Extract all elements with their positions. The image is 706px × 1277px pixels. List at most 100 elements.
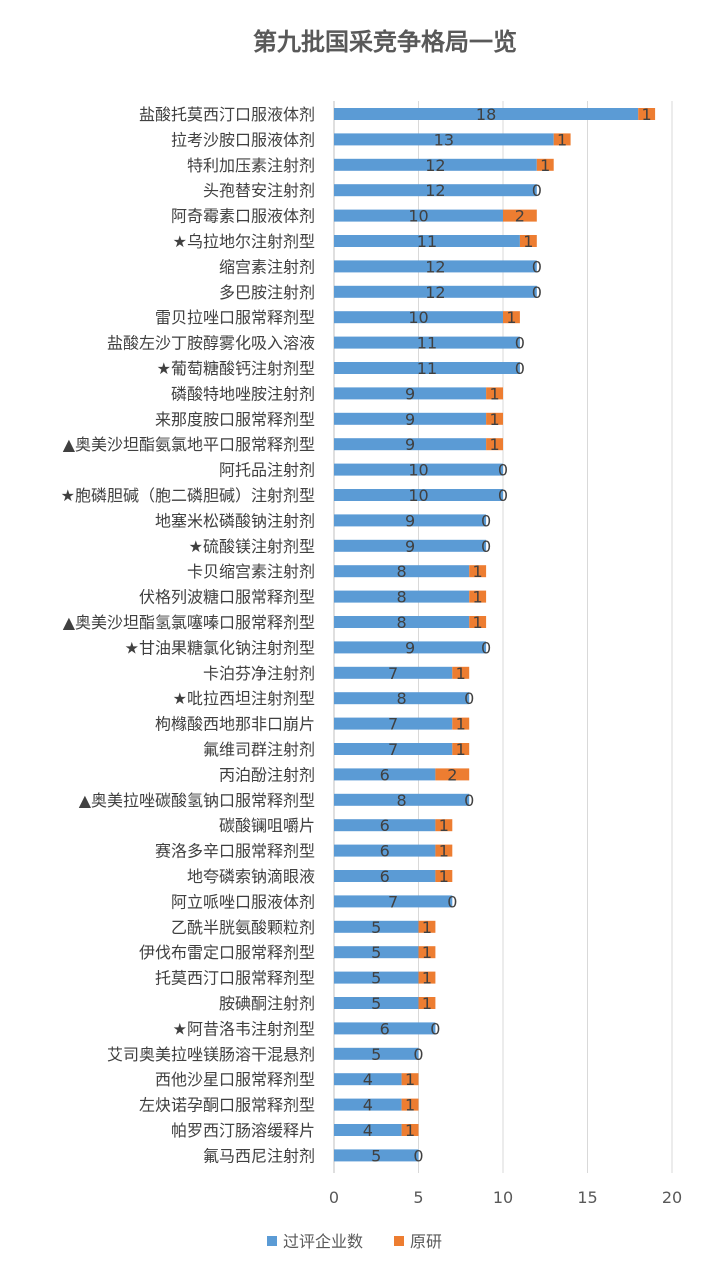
legend: 过评企业数 原研 bbox=[267, 1232, 442, 1251]
data-label-approved: 6 bbox=[380, 816, 390, 835]
data-label-approved: 5 bbox=[371, 918, 381, 937]
category-label: 缩宫素注射剂 bbox=[219, 257, 315, 276]
data-label-original: 1 bbox=[456, 740, 466, 759]
data-label-original: 0 bbox=[464, 689, 474, 708]
bar-segment-original bbox=[401, 1073, 419, 1086]
bar-segment-approved bbox=[334, 743, 453, 755]
category-label: 阿奇霉素口服液体剂 bbox=[171, 207, 315, 226]
category-label: 雷贝拉唑口服常释剂型 bbox=[155, 308, 315, 327]
category-label: ★葡萄糖酸钙注射剂型 bbox=[157, 359, 315, 378]
bar-segment-approved bbox=[334, 235, 520, 247]
data-label-original: 0 bbox=[447, 892, 457, 911]
bar-segment-approved bbox=[334, 209, 503, 222]
x-tick-label: 20 bbox=[662, 1188, 682, 1207]
category-label: 枸橼酸西地那非口崩片 bbox=[155, 715, 315, 734]
bar-segment-approved bbox=[334, 565, 470, 578]
data-label-original: 1 bbox=[489, 410, 499, 429]
data-label-original: 2 bbox=[515, 207, 525, 226]
grid-lines bbox=[333, 101, 673, 1173]
category-label: 卡贝缩宫素注射剂 bbox=[187, 562, 315, 581]
category-label: 氟维司群注射剂 bbox=[203, 740, 315, 759]
category-labels: 盐酸托莫西汀口服液体剂拉考沙胺口服液体剂特利加压素注射剂头孢替安注射剂阿奇霉素口… bbox=[61, 105, 315, 1165]
bar-segment-approved bbox=[334, 463, 503, 476]
data-label-approved: 12 bbox=[425, 181, 445, 200]
bar-segment-original bbox=[486, 412, 503, 425]
category-label: 卡泊芬净注射剂 bbox=[203, 664, 315, 683]
category-label: 胺碘酮注射剂 bbox=[219, 994, 315, 1013]
bar-segment-approved bbox=[334, 362, 520, 374]
bar-segment-approved bbox=[334, 412, 487, 425]
category-label: 阿立哌唑口服液体剂 bbox=[171, 892, 315, 911]
data-label-approved: 18 bbox=[476, 105, 496, 124]
data-label-original: 1 bbox=[473, 588, 483, 607]
bar-segment-approved bbox=[334, 920, 419, 933]
data-label-approved: 5 bbox=[371, 1045, 381, 1064]
category-label: 左炔诺孕酮口服常释剂型 bbox=[139, 1096, 315, 1115]
bar-segment-original bbox=[452, 717, 470, 730]
data-label-approved: 8 bbox=[397, 613, 407, 632]
data-label-approved: 13 bbox=[434, 130, 454, 149]
data-labels: 18 113 112 112 010 211 112 012 010 111 011 09 19 19 11… bbox=[363, 105, 652, 1165]
category-label: 来那度胺口服常释剂型 bbox=[155, 410, 315, 429]
bar-segment-approved bbox=[334, 158, 537, 171]
bar-segment-original bbox=[638, 108, 656, 120]
bar-segment-original bbox=[469, 616, 487, 628]
bar-segment-original bbox=[536, 158, 554, 171]
bar-segment-approved bbox=[334, 1022, 436, 1035]
bar-segment-original bbox=[418, 946, 436, 959]
bar-segment-approved bbox=[334, 1047, 419, 1060]
data-label-approved: 11 bbox=[417, 232, 437, 251]
data-label-original: 0 bbox=[481, 511, 491, 530]
data-label-original: 1 bbox=[523, 232, 533, 251]
data-label-original: 1 bbox=[557, 130, 567, 149]
category-label: 碳酸镧咀嚼片 bbox=[219, 816, 315, 835]
data-label-original: 0 bbox=[515, 334, 525, 353]
bar-segment-approved bbox=[334, 260, 537, 273]
data-label-approved: 9 bbox=[405, 537, 415, 556]
data-label-original: 0 bbox=[481, 537, 491, 556]
data-label-approved: 10 bbox=[408, 486, 428, 505]
bar-segment-original bbox=[503, 311, 520, 324]
bar-segment-approved bbox=[334, 895, 453, 908]
data-label-approved: 9 bbox=[405, 410, 415, 429]
bar-segment-approved bbox=[334, 311, 503, 324]
data-label-approved: 6 bbox=[380, 842, 390, 861]
bar-segment-approved bbox=[334, 971, 419, 984]
data-label-original: 1 bbox=[405, 1121, 415, 1140]
data-label-original: 0 bbox=[532, 257, 542, 276]
category-label: 丙泊酚注射剂 bbox=[219, 765, 315, 784]
category-label: ★吡拉西坦注射剂型 bbox=[173, 689, 315, 708]
bar-segment-approved bbox=[334, 539, 487, 552]
data-label-approved: 6 bbox=[380, 867, 390, 886]
bar-segment-approved bbox=[334, 717, 453, 730]
bar-segment-original bbox=[486, 438, 503, 451]
data-label-original: 1 bbox=[489, 435, 499, 454]
data-label-original: 0 bbox=[532, 181, 542, 200]
x-tick-label: 0 bbox=[329, 1188, 339, 1207]
bar-segment-approved bbox=[334, 1073, 402, 1086]
bar-segment-approved bbox=[334, 387, 487, 400]
data-label-original: 1 bbox=[473, 613, 483, 632]
category-label: 西他沙星口服常释剂型 bbox=[155, 1070, 315, 1089]
data-label-approved: 4 bbox=[363, 1121, 373, 1140]
legend-label-approved: 过评企业数 bbox=[283, 1232, 363, 1251]
data-label-approved: 4 bbox=[363, 1070, 373, 1089]
bar-segment-approved bbox=[334, 590, 470, 603]
category-label: 盐酸托莫西汀口服液体剂 bbox=[139, 105, 315, 124]
x-axis-ticks: 0 5 10 15 20 bbox=[329, 1188, 682, 1207]
category-label: 乙酰半胱氨酸颗粒剂 bbox=[171, 918, 315, 937]
data-label-original: 0 bbox=[481, 638, 491, 657]
data-label-original: 0 bbox=[498, 486, 508, 505]
legend-label-original: 原研 bbox=[410, 1232, 442, 1251]
bar-segment-approved bbox=[334, 946, 419, 959]
category-label: 磷酸特地唑胺注射剂 bbox=[171, 384, 315, 403]
bar-segment-original bbox=[519, 235, 537, 247]
data-label-approved: 8 bbox=[397, 588, 407, 607]
bar-segment-approved bbox=[334, 1149, 419, 1162]
category-label: 地夸磷索钠滴眼液 bbox=[187, 867, 315, 886]
category-label: ★胞磷胆碱（胞二磷胆碱）注射剂型 bbox=[61, 486, 315, 505]
data-label-approved: 12 bbox=[425, 257, 445, 276]
data-label-approved: 11 bbox=[417, 334, 437, 353]
data-label-original: 1 bbox=[506, 308, 516, 327]
bar-segment-original bbox=[418, 920, 436, 933]
